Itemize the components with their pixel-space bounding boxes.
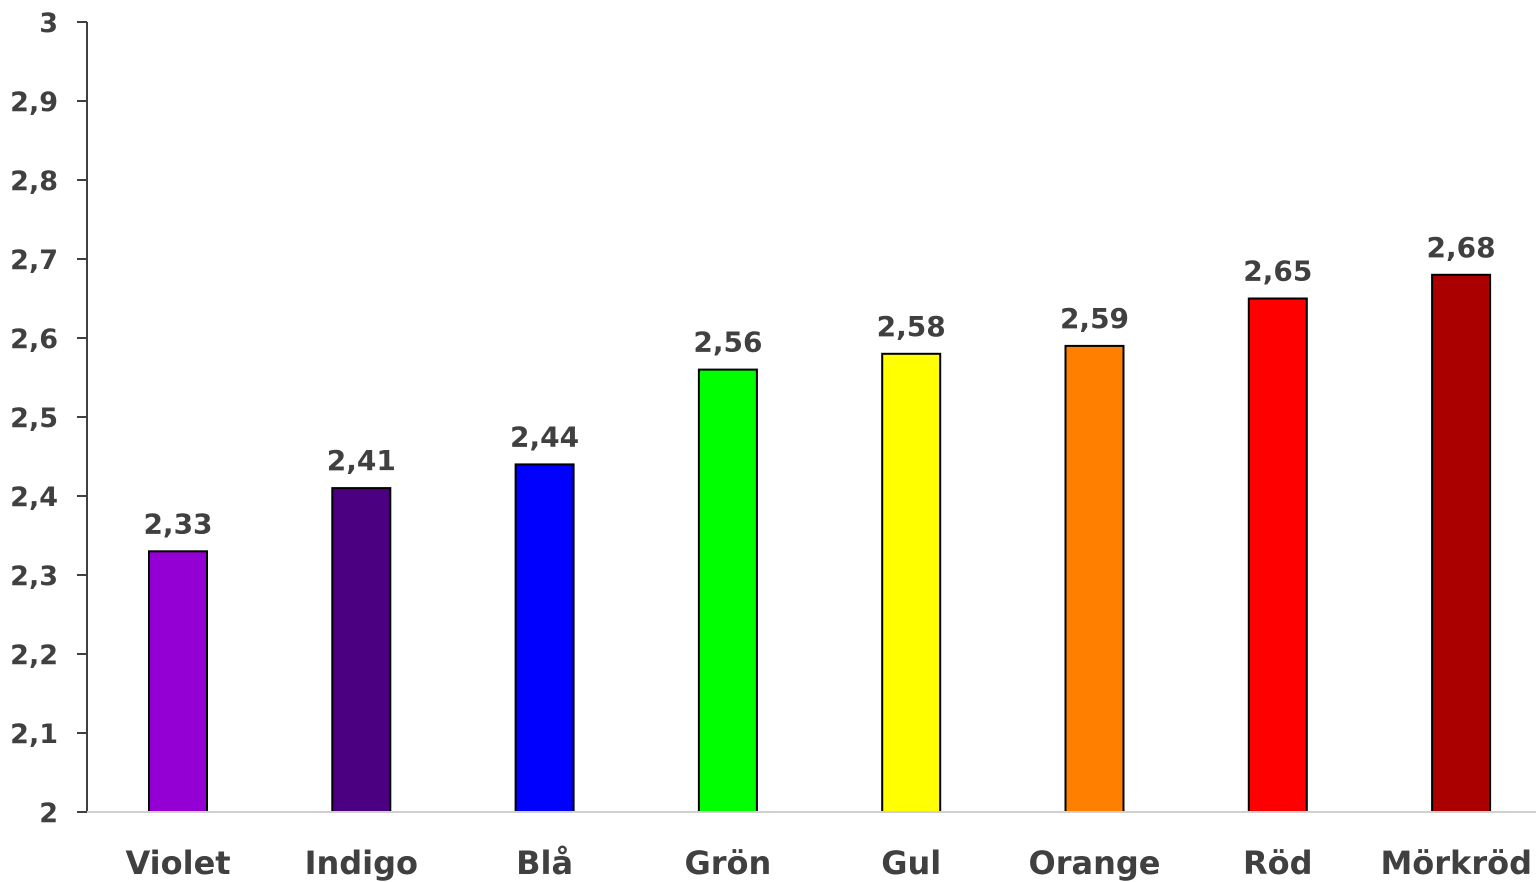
bar-röd <box>1247 297 1308 813</box>
category-label: Indigo <box>305 844 418 882</box>
y-tick-label: 2,3 <box>10 561 58 592</box>
data-label: 2,41 <box>327 444 396 477</box>
bar-grön <box>697 368 758 813</box>
y-tick-label: 2,1 <box>10 719 58 750</box>
bar-gul <box>881 352 942 813</box>
category-label: Mörkröd <box>1380 844 1532 882</box>
bar-orange <box>1064 344 1125 813</box>
x-axis: Violet Indigo Blå Grön Gul Orange Röd Mörkröd <box>87 811 1536 882</box>
data-label: 2,33 <box>143 507 212 540</box>
category-label: Röd <box>1243 844 1313 882</box>
y-axis: 2 2,1 2,2 2,3 2,4 2,5 2,6 2,7 2,8 2,9 3 <box>10 8 88 829</box>
data-label: 2,44 <box>510 420 579 453</box>
y-tick-label: 2,9 <box>10 87 58 118</box>
category-label: Gul <box>881 844 941 882</box>
y-tick-label: 2,4 <box>10 482 58 513</box>
y-tick-label: 2,7 <box>10 245 58 276</box>
data-label: 2,58 <box>877 310 946 343</box>
data-label: 2,59 <box>1060 302 1129 335</box>
category-label: Orange <box>1029 844 1161 882</box>
y-tick-label: 2,2 <box>10 640 58 671</box>
bar-blå <box>514 463 575 813</box>
category-label: Blå <box>516 844 573 882</box>
bar-indigo <box>331 487 392 813</box>
category-label: Grön <box>684 844 771 882</box>
data-label: 2,65 <box>1243 255 1312 288</box>
y-tick-label: 2,6 <box>10 324 58 355</box>
y-tick-label: 2 <box>39 798 58 829</box>
bar-mörkröd <box>1431 273 1492 813</box>
data-label: 2,56 <box>693 326 762 359</box>
bars: 2,33 2,41 2,44 2,56 2,58 2,59 2,65 2,68 <box>143 231 1496 813</box>
y-tick-label: 2,8 <box>10 166 58 197</box>
bar-violet <box>148 550 208 813</box>
y-tick-label: 3 <box>39 8 58 39</box>
data-label: 2,68 <box>1427 231 1496 264</box>
y-tick-label: 2,5 <box>10 403 58 434</box>
category-label: Violet <box>125 844 230 882</box>
